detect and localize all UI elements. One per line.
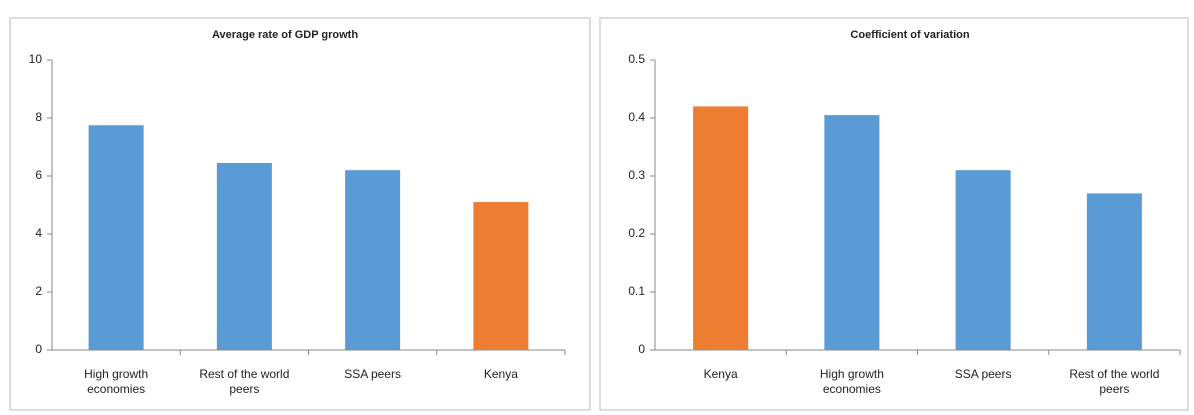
chart-title: Average rate of GDP growth — [212, 29, 358, 41]
x-tick-label: Rest of the world peers — [1069, 367, 1159, 396]
y-tick-label: 0.1 — [628, 284, 645, 298]
bar — [216, 162, 272, 350]
bar — [88, 125, 144, 350]
y-tick-label: 4 — [35, 226, 42, 240]
y-tick-label: 2 — [35, 284, 42, 298]
chart-frame — [9, 17, 591, 411]
y-tick-label: 0 — [35, 342, 42, 356]
x-tick-label: Rest of the world peers — [199, 367, 289, 396]
x-tick-label: High growth economies — [820, 367, 884, 396]
y-tick-label: 0.2 — [628, 226, 645, 240]
x-tick-label: SSA peers — [955, 367, 1012, 381]
y-tick-label: 0 — [638, 342, 645, 356]
bar — [955, 170, 1011, 350]
x-tick-label: SSA peers — [344, 367, 401, 381]
x-tick-label: Kenya — [704, 367, 738, 381]
bar — [473, 202, 529, 350]
y-tick-label: 0.4 — [628, 110, 645, 124]
x-tick-label: High growth economies — [84, 367, 148, 396]
chart-frame — [599, 17, 1189, 411]
y-tick-label: 10 — [29, 52, 43, 66]
y-tick-label: 8 — [35, 110, 42, 124]
bar — [824, 115, 880, 350]
y-tick-label: 0.3 — [628, 168, 645, 182]
chart-title: Coefficient of variation — [850, 29, 969, 41]
bar — [345, 170, 401, 350]
bar — [693, 106, 749, 351]
y-tick-label: 0.5 — [628, 52, 645, 66]
y-tick-label: 6 — [35, 168, 42, 182]
x-tick-label: Kenya — [484, 367, 518, 381]
bar — [1086, 193, 1142, 350]
